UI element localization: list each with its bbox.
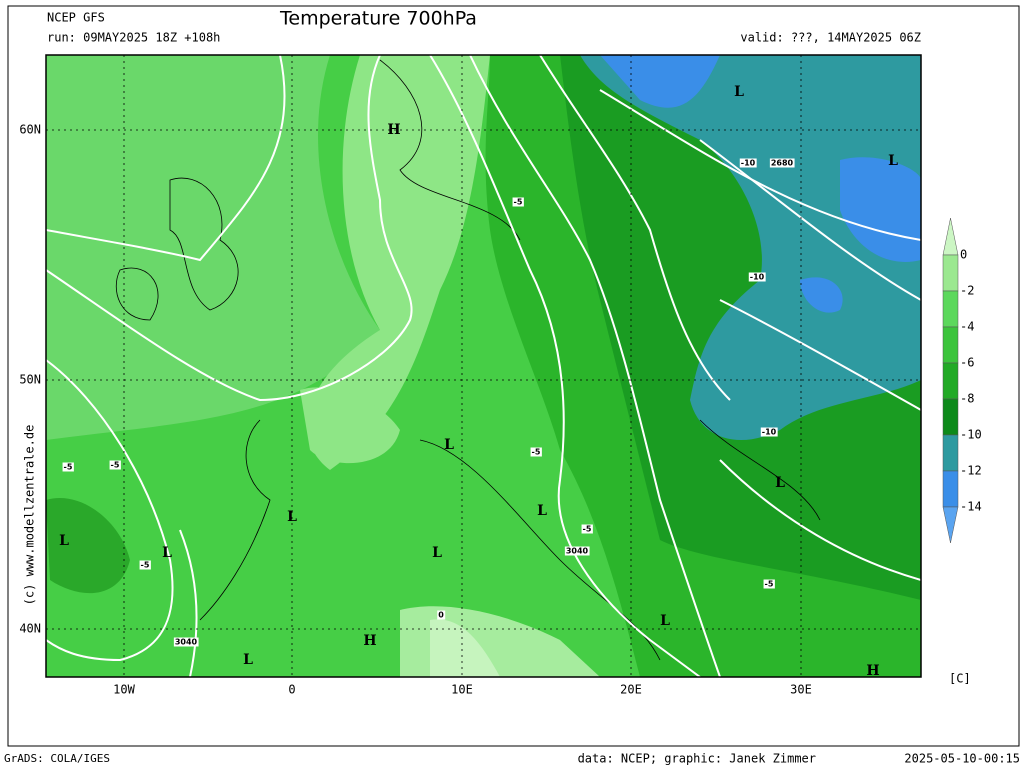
footer-data: data: NCEP; graphic: Janek Zimmer [578,752,816,766]
lat-label: 40N [19,622,41,636]
lon-label: 10W [113,683,135,697]
contour-label: -5 [765,580,774,589]
footer-date: 2025-05-10-00:15 [904,752,1020,766]
pressure-center: L [734,84,744,100]
pressure-center: L [775,475,785,491]
contour-label-box [760,427,778,437]
contour-label-box [512,197,524,207]
contour-label-box [437,610,446,620]
footer-left: GrADS: COLA/IGES [4,752,110,765]
lon-label: 10E [451,683,473,697]
pressure-center: H [866,663,879,679]
contour-label-box [564,546,590,556]
pressure-center: H [387,122,400,138]
colorbar-label: -6 [960,356,974,370]
pressure-center: L [243,652,253,668]
colorbar-unit: [C] [949,672,971,686]
contour-label-box [139,560,151,570]
pressure-center: L [432,545,442,561]
pressure-center: L [287,509,297,525]
contour-label: -5 [111,461,120,470]
map: -5 -10 2680 -10 -10 -5 -5 -5 -5 3040 -5 … [46,55,921,679]
copyright: (c) www.modellzentrale.de [23,425,37,606]
pressure-centers: L H L L L L L L L L H L L H [59,84,898,679]
pressure-center: H [363,633,376,649]
colorbar-label: 0 [960,248,967,262]
pressure-center: L [660,613,670,629]
contour-label-box [763,579,775,589]
run: run: 09MAY2025 18Z +108h [47,31,220,45]
pressure-center: L [162,545,172,561]
pressure-center: L [444,437,454,453]
pressure-center: L [59,533,69,549]
contour-label-box [109,460,121,470]
contour-label: 0 [438,611,444,620]
colorbar-label: -2 [960,284,974,298]
pressure-center: L [888,153,898,169]
model: NCEP GFS [47,11,105,25]
contour-label: 2680 [771,159,794,168]
contour-label-box [581,524,593,534]
valid: valid: ???, 14MAY2025 06Z [740,31,921,45]
contour-label-box [173,637,199,647]
contour-label-box [62,462,74,472]
contour-labels: -5 -10 2680 -10 -10 -5 -5 -5 -5 3040 -5 … [62,158,795,647]
lon-label: 0 [288,683,295,697]
contour-label: -5 [64,463,73,472]
contour-label-box [748,272,766,282]
colorbar [942,217,959,544]
lon-label: 20E [620,683,642,697]
contour-label-box [739,158,757,168]
contour-label: 3040 [175,638,198,647]
colorbar-label: -14 [960,500,982,514]
colorbar-label: -8 [960,392,974,406]
contour-label: -10 [741,159,756,168]
contour-label-box [530,447,542,457]
colorbar-label: -10 [960,428,982,442]
contour-label-box [769,158,795,168]
map-border [45,54,922,678]
contour-label: -5 [532,448,541,457]
lat-label: 60N [19,123,41,137]
colorbar-label: -4 [960,320,974,334]
colorbar-label: -12 [960,464,982,478]
pressure-center: L [537,503,547,519]
contour-label: -10 [762,428,777,437]
lon-label: 30E [790,683,812,697]
title: Temperature 700hPa [279,8,477,30]
frame [7,5,1020,747]
contour-label: -5 [514,198,523,207]
contour-label: 3040 [566,547,589,556]
lat-label: 50N [19,373,41,387]
contour-label: -5 [141,561,150,570]
contour-label: -10 [750,273,765,282]
contour-label: -5 [583,525,592,534]
